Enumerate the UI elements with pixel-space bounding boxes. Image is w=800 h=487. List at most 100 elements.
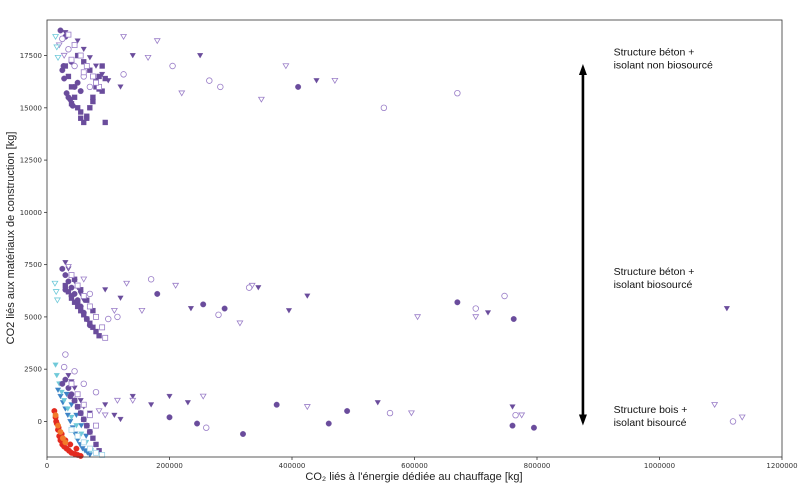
data-point <box>454 89 461 97</box>
data-point <box>197 53 204 59</box>
data-point <box>77 88 84 95</box>
y-tick-label: 2500 <box>24 366 42 374</box>
data-point <box>81 59 87 65</box>
data-point <box>57 428 64 435</box>
data-point <box>73 445 80 452</box>
data-point <box>203 424 210 431</box>
data-point <box>86 55 93 61</box>
data-point <box>68 414 75 421</box>
data-point <box>65 73 72 80</box>
data-point <box>52 34 60 41</box>
data-point <box>117 295 124 301</box>
series-18 <box>59 376 537 437</box>
data-point <box>73 423 80 429</box>
series-5 <box>65 31 102 90</box>
data-point <box>68 100 75 107</box>
series-4 <box>59 35 461 112</box>
y-tick-label: 15000 <box>20 104 42 112</box>
data-point <box>240 431 246 437</box>
data-point <box>54 54 62 61</box>
series-23 <box>68 380 99 429</box>
data-point <box>67 419 74 425</box>
data-point <box>78 423 85 429</box>
data-point <box>74 303 81 310</box>
data-point <box>71 278 78 285</box>
data-point <box>723 306 730 312</box>
data-point <box>99 451 106 458</box>
x-axis-label: CO₂ liés à l'énergie dédiée au chauffage… <box>305 471 522 483</box>
series-12 <box>68 272 109 341</box>
data-point <box>87 67 93 73</box>
data-point <box>68 272 75 279</box>
series-2 <box>62 30 320 90</box>
data-point <box>729 418 737 425</box>
data-point <box>83 433 90 439</box>
data-point <box>105 78 112 84</box>
data-point <box>80 401 87 408</box>
arrow-head-down <box>578 414 587 426</box>
data-point <box>414 314 422 321</box>
data-point <box>62 272 69 279</box>
data-point <box>86 412 93 419</box>
data-point <box>117 416 124 423</box>
data-point <box>129 393 136 400</box>
x-tick-label: 1200000 <box>766 462 797 470</box>
data-point <box>113 397 121 404</box>
series-21 <box>95 393 746 421</box>
data-point <box>52 362 59 368</box>
annotation-text: Structure béton + <box>614 47 695 59</box>
data-point <box>62 63 69 69</box>
data-point <box>78 410 84 416</box>
data-point <box>60 52 68 59</box>
data-point <box>78 307 84 314</box>
data-point <box>78 109 84 115</box>
data-point <box>59 380 66 387</box>
data-point <box>86 83 94 91</box>
data-point <box>96 83 102 90</box>
data-point <box>331 77 339 84</box>
annotation-text: Structure béton + <box>614 266 695 278</box>
series-10 <box>64 264 480 327</box>
data-point <box>93 313 99 320</box>
data-point <box>325 420 332 427</box>
x-tick-label: 1000000 <box>644 462 675 470</box>
data-point <box>62 439 69 446</box>
data-point <box>87 320 93 326</box>
data-point <box>80 439 87 446</box>
data-point <box>53 297 61 304</box>
data-point <box>84 316 90 322</box>
data-point <box>105 315 112 323</box>
data-point <box>93 422 99 429</box>
data-point <box>73 412 80 418</box>
data-point <box>81 416 87 423</box>
data-point <box>93 449 99 456</box>
data-point <box>117 84 124 90</box>
data-point <box>282 63 290 70</box>
data-point <box>129 53 136 59</box>
data-point <box>74 105 81 111</box>
series-15 <box>52 412 69 446</box>
data-point <box>68 284 75 291</box>
data-point <box>65 373 72 379</box>
data-point <box>74 38 81 44</box>
data-point <box>187 306 194 312</box>
data-point <box>74 404 81 410</box>
data-point <box>245 284 253 291</box>
data-point <box>80 276 88 283</box>
data-point <box>57 393 64 400</box>
data-point <box>52 412 59 419</box>
data-point <box>86 445 93 452</box>
data-point <box>77 398 84 404</box>
data-point <box>154 290 161 297</box>
data-point <box>71 397 78 404</box>
data-point <box>84 422 90 429</box>
data-point <box>217 83 224 91</box>
data-point <box>738 414 746 421</box>
data-point <box>51 280 59 287</box>
data-point <box>120 71 127 78</box>
data-point <box>221 305 228 312</box>
annotation-text: isolant biosourcé <box>614 279 693 291</box>
series-19 <box>71 397 102 454</box>
data-points <box>51 27 746 459</box>
